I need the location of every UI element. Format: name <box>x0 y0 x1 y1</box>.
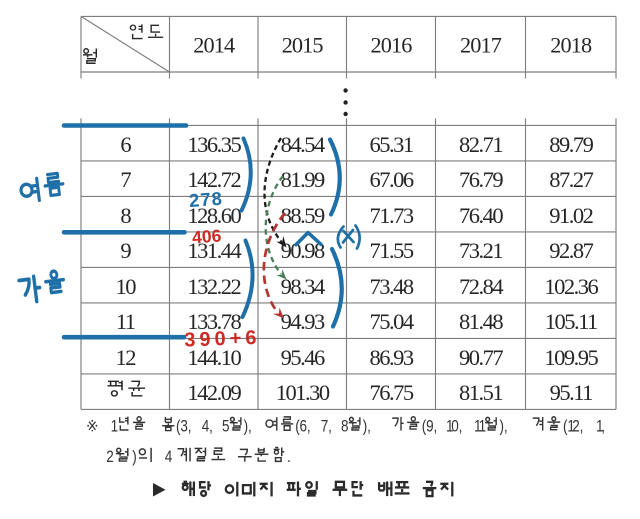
svg-text:131.44: 131.44 <box>187 238 241 263</box>
svg-text:2017: 2017 <box>460 33 502 58</box>
svg-text:7,: 7, <box>321 417 332 436</box>
svg-text:86.93: 86.93 <box>369 345 413 370</box>
svg-text:76.79: 76.79 <box>459 167 503 192</box>
svg-text:1: 1 <box>111 417 118 436</box>
svg-text:10: 10 <box>115 274 136 299</box>
svg-text:71.73: 71.73 <box>369 203 413 228</box>
svg-text:98.34: 98.34 <box>281 274 325 299</box>
svg-text:9: 9 <box>120 238 131 263</box>
svg-text:73.21: 73.21 <box>459 238 502 263</box>
svg-text:4: 4 <box>165 448 172 467</box>
svg-text:),: ), <box>244 417 252 436</box>
svg-text:7: 7 <box>120 167 131 192</box>
svg-text:390+6: 390+6 <box>184 327 261 352</box>
svg-text:8: 8 <box>120 203 131 228</box>
svg-text:142.72: 142.72 <box>187 167 241 192</box>
svg-text:101.30: 101.30 <box>276 380 330 405</box>
svg-text:2016: 2016 <box>371 33 413 58</box>
svg-text:73.48: 73.48 <box>369 274 413 299</box>
svg-text:132.22: 132.22 <box>187 274 241 299</box>
svg-text:),: ), <box>363 417 371 436</box>
svg-text:(3,: (3, <box>176 417 191 436</box>
svg-text:1,: 1, <box>596 417 605 436</box>
svg-text:11: 11 <box>116 309 135 334</box>
svg-text:92.87: 92.87 <box>549 238 593 263</box>
svg-text:142.09: 142.09 <box>187 380 241 405</box>
svg-text:406: 406 <box>191 225 222 247</box>
svg-text:(9,: (9, <box>422 417 437 436</box>
svg-text:91.02: 91.02 <box>549 203 593 228</box>
svg-text:109.95: 109.95 <box>544 345 598 370</box>
svg-text:11: 11 <box>474 417 486 436</box>
svg-text:67.06: 67.06 <box>369 167 413 192</box>
svg-text:2014: 2014 <box>193 33 235 58</box>
svg-text:76.75: 76.75 <box>369 380 413 405</box>
svg-text:.: . <box>287 448 291 467</box>
svg-text:2015: 2015 <box>282 33 324 58</box>
svg-text:): ) <box>132 448 136 467</box>
svg-text:87.27: 87.27 <box>549 167 593 192</box>
svg-text:82.71: 82.71 <box>459 132 502 157</box>
svg-text:6: 6 <box>120 132 131 157</box>
svg-text:81.99: 81.99 <box>281 167 325 192</box>
svg-text:75.04: 75.04 <box>369 309 413 334</box>
svg-text:2018: 2018 <box>550 33 592 58</box>
svg-text:81.51: 81.51 <box>459 380 502 405</box>
svg-text:89.79: 89.79 <box>549 132 593 157</box>
svg-text:12: 12 <box>115 345 136 370</box>
svg-text:95.11: 95.11 <box>550 380 593 405</box>
svg-text:133.78: 133.78 <box>187 309 241 334</box>
svg-text:76.40: 76.40 <box>459 203 503 228</box>
svg-text:8: 8 <box>341 417 348 436</box>
svg-text:128.60: 128.60 <box>187 203 241 228</box>
svg-text:84.54: 84.54 <box>281 132 325 157</box>
svg-text:90.77: 90.77 <box>459 345 503 370</box>
svg-text:136.35: 136.35 <box>187 132 241 157</box>
svg-text:5: 5 <box>222 417 229 436</box>
svg-text:105.11: 105.11 <box>545 309 597 334</box>
svg-text:65.31: 65.31 <box>369 132 412 157</box>
svg-text:102.36: 102.36 <box>544 274 598 299</box>
svg-text:94.93: 94.93 <box>281 309 325 334</box>
svg-text:72.84: 72.84 <box>459 274 503 299</box>
svg-text:10,: 10, <box>446 417 462 436</box>
svg-text:2: 2 <box>106 448 113 467</box>
svg-text:144.10: 144.10 <box>187 345 241 370</box>
svg-text:88.59: 88.59 <box>281 203 325 228</box>
svg-text:81.48: 81.48 <box>459 309 503 334</box>
svg-text:(6,: (6, <box>295 417 310 436</box>
svg-text:(12,: (12, <box>563 417 583 436</box>
svg-text:278: 278 <box>188 188 223 211</box>
svg-text:),: ), <box>500 417 508 436</box>
svg-text:95.46: 95.46 <box>281 345 325 370</box>
svg-text:71.55: 71.55 <box>369 238 413 263</box>
svg-text:4,: 4, <box>202 417 213 436</box>
